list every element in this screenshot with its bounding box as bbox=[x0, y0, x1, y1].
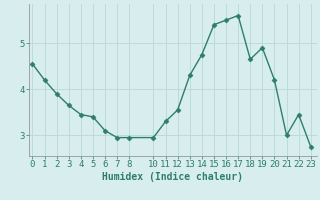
X-axis label: Humidex (Indice chaleur): Humidex (Indice chaleur) bbox=[102, 172, 243, 182]
